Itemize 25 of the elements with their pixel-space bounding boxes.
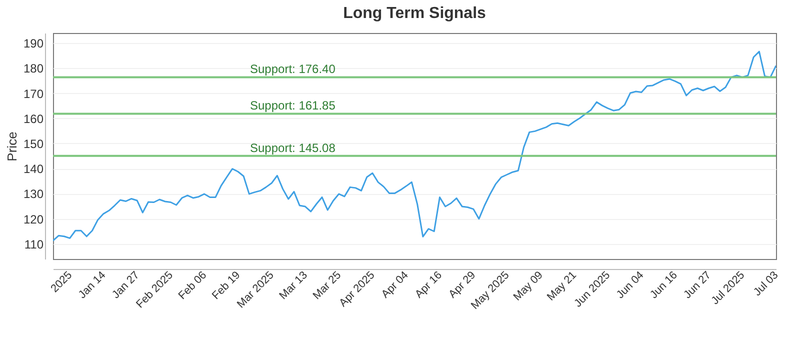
x-tick-label: Jun 16 [648, 269, 680, 302]
y-tick-label: 130 [23, 187, 44, 202]
x-tick-label: May 09 [511, 269, 546, 304]
y-tick-label: 190 [23, 36, 44, 51]
ref-line-label: Support: 145.08 [250, 140, 336, 155]
x-tick-label: Feb 06 [176, 269, 210, 302]
chart-title: Long Term Signals [343, 5, 486, 22]
y-axis-title: Price [4, 132, 20, 162]
ref-line-label: Support: 161.85 [250, 98, 336, 113]
x-tick-label: Jun 27 [682, 269, 714, 302]
y-tick-label: 150 [23, 136, 44, 151]
x-tick-label: Jun 04 [614, 269, 646, 302]
y-tick-label: 110 [24, 237, 44, 252]
y-tick-label: 120 [23, 212, 44, 226]
ref-line-label: Support: 176.40 [250, 62, 336, 76]
y-tick-label: 160 [23, 112, 44, 126]
x-tick-label: Jan 14 [76, 269, 108, 302]
x-tick-label: Apr 04 [379, 269, 411, 301]
y-tick-label: 170 [23, 86, 44, 101]
x-tick-label: Jul 03 [751, 269, 781, 299]
x-tick-label: Apr 16 [413, 269, 444, 301]
y-tick-label: 180 [23, 62, 44, 76]
line-series [53, 50, 776, 242]
x-tick-label: Mar 13 [277, 269, 310, 302]
y-tick-label: 140 [23, 162, 44, 176]
